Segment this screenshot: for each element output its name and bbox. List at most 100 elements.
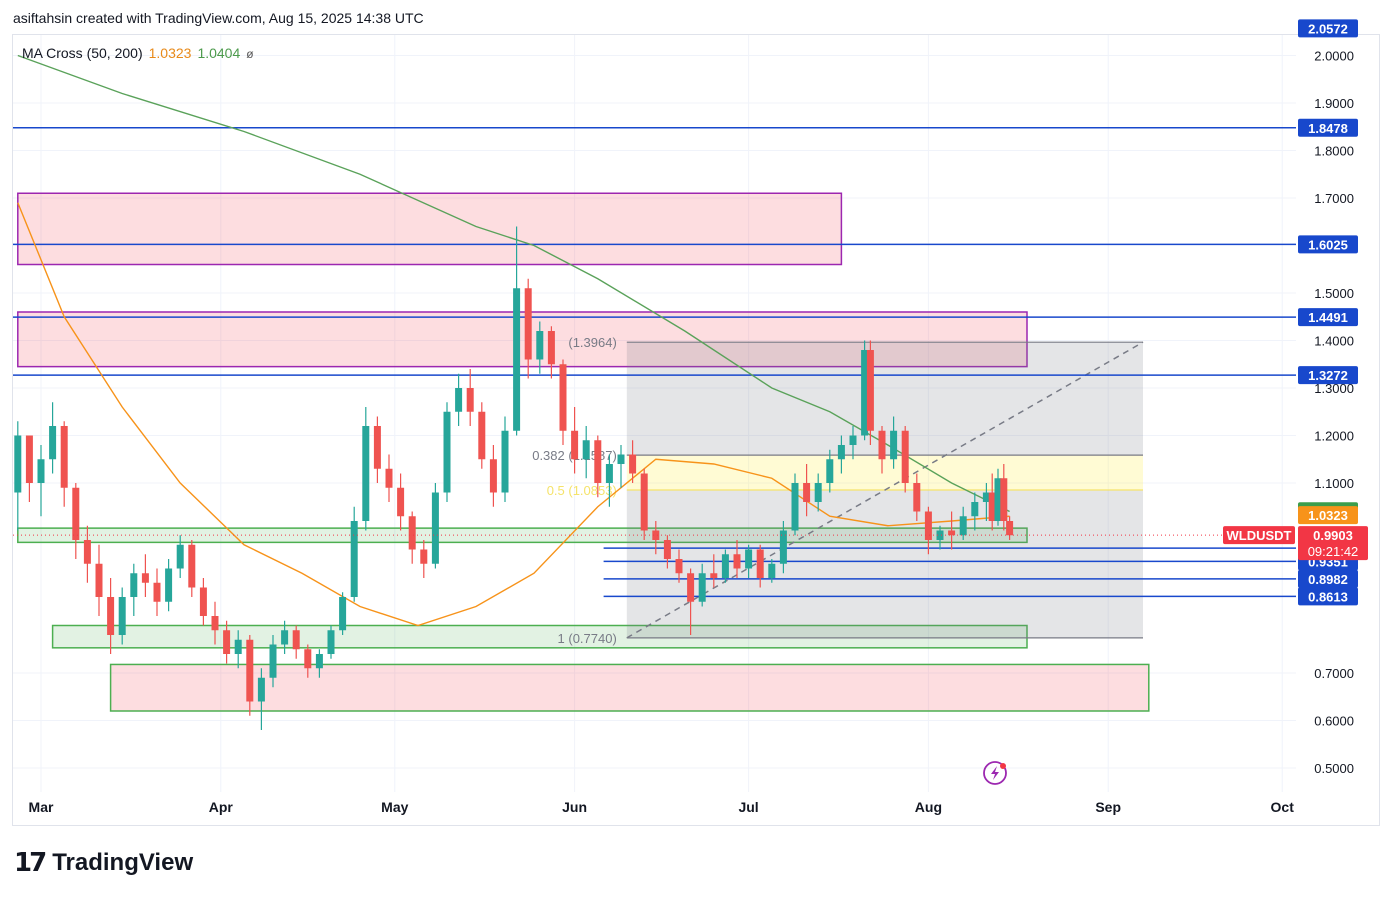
candles bbox=[14, 226, 1014, 730]
candle-body bbox=[971, 502, 979, 517]
fib-trend-line bbox=[626, 341, 1144, 639]
candle-body bbox=[153, 582, 161, 602]
candle-body bbox=[988, 492, 996, 521]
candle-body bbox=[49, 426, 57, 460]
indicator-label: MA Cross (50, 200) bbox=[22, 45, 143, 61]
candle-body bbox=[37, 459, 45, 483]
candle-body bbox=[199, 587, 207, 616]
candle-body bbox=[629, 454, 637, 474]
price-tick-label: 2.0000 bbox=[1314, 49, 1354, 64]
candle-body bbox=[165, 568, 173, 602]
candle-body bbox=[188, 544, 196, 588]
axis-badges: 1.84781.60251.44911.32720.96300.93510.89… bbox=[13, 19, 1368, 606]
fib-label-1: 1 (0.7740) bbox=[558, 631, 617, 646]
candle-body bbox=[959, 516, 967, 536]
last-price-badge-bg bbox=[1298, 526, 1368, 561]
candle-body bbox=[733, 554, 741, 569]
candle-body bbox=[141, 573, 149, 583]
fibonacci-retracement: (1.3964)0.382 (1.1587)0.5 (1.0853)1 (0.7… bbox=[532, 335, 1144, 646]
time-tick-label: Jul bbox=[738, 799, 758, 815]
moving-averages bbox=[17, 54, 1010, 627]
time-tick-label: Apr bbox=[209, 799, 234, 815]
candle-body bbox=[501, 430, 509, 493]
price-axis: 0.5000 0.6000 0.7000 1.1000 1.2000 1.3000 1.40… bbox=[1314, 49, 1354, 777]
candle-body bbox=[536, 331, 544, 360]
candle-body bbox=[936, 530, 944, 540]
logo-wordmark: TradingView bbox=[52, 849, 194, 876]
grid bbox=[13, 35, 1296, 792]
level-badge: 0.8982 bbox=[1308, 572, 1348, 587]
price-tick-label: 1.8000 bbox=[1314, 144, 1354, 159]
candle-body bbox=[901, 430, 909, 483]
candle-body bbox=[698, 573, 706, 602]
time-tick-label: Oct bbox=[1271, 799, 1295, 815]
chart-frame bbox=[12, 34, 1380, 826]
ma50-badge: 1.0323 bbox=[1308, 508, 1348, 523]
candle-body bbox=[803, 483, 811, 502]
candle-body bbox=[721, 554, 729, 578]
max-price-badge: 2.0572 bbox=[1308, 21, 1348, 36]
candle-body bbox=[25, 435, 33, 483]
ma50-badge-bg bbox=[1298, 506, 1358, 525]
tradingview-logo[interactable]: 17 TradingView bbox=[14, 848, 193, 878]
candle-body bbox=[304, 649, 312, 669]
indicator-legend[interactable]: MA Cross (50, 200) 1.0323 1.0404 ø bbox=[22, 45, 254, 61]
replay-icon[interactable] bbox=[983, 761, 1007, 785]
level-badge: 1.8478 bbox=[1308, 121, 1348, 136]
candle-body bbox=[130, 573, 138, 597]
candle-body bbox=[281, 630, 289, 645]
time-tick-label: May bbox=[381, 799, 408, 815]
chart-byline: asiftahsin created with TradingView.com,… bbox=[13, 10, 424, 26]
candle-body bbox=[257, 677, 265, 702]
candle-body bbox=[397, 487, 405, 517]
candle-body bbox=[594, 440, 602, 483]
candle-body bbox=[269, 644, 277, 678]
candle-body bbox=[513, 288, 521, 431]
price-tick-label: 1.2000 bbox=[1314, 429, 1354, 444]
level-badge-bg bbox=[1298, 235, 1358, 254]
price-tick-label: 0.5000 bbox=[1314, 761, 1354, 776]
level-badge-bg bbox=[1298, 308, 1358, 327]
last-price-badge: 0.9903 bbox=[1313, 528, 1353, 543]
visibility-icon[interactable]: ø bbox=[246, 47, 254, 61]
bar-countdown: 09:21:42 bbox=[1308, 544, 1359, 559]
candle-body bbox=[826, 459, 834, 483]
level-badge: 0.8613 bbox=[1308, 589, 1348, 604]
time-tick-label: Jun bbox=[562, 799, 587, 815]
candle-body bbox=[1006, 521, 1014, 536]
level-badge: 1.3272 bbox=[1308, 368, 1348, 383]
candle-body bbox=[246, 639, 254, 702]
time-tick-label: Aug bbox=[915, 799, 942, 815]
candle-body bbox=[768, 563, 776, 578]
level-badge-bg bbox=[1298, 118, 1358, 137]
candle-body bbox=[455, 388, 463, 412]
candle-body bbox=[292, 630, 300, 650]
candle-body bbox=[83, 540, 91, 564]
candle-body bbox=[791, 483, 799, 531]
candle-body bbox=[72, 487, 80, 540]
candle-body bbox=[211, 616, 219, 631]
ma50-value: 1.0323 bbox=[148, 45, 192, 61]
time-axis: Mar Apr May Jun Jul Aug Sep Oct bbox=[29, 799, 1295, 815]
candle-body bbox=[687, 573, 695, 602]
price-tick-label: 0.6000 bbox=[1314, 714, 1354, 729]
price-tick-label: 1.5000 bbox=[1314, 286, 1354, 301]
candle-body bbox=[571, 430, 579, 460]
candle-body bbox=[814, 483, 822, 502]
candle-body bbox=[837, 445, 845, 460]
price-tick-label: 1.3000 bbox=[1314, 381, 1354, 396]
candle-body bbox=[118, 597, 126, 635]
candle-body bbox=[663, 540, 671, 559]
candle-body bbox=[234, 639, 242, 654]
symbol-badge-bg bbox=[1223, 526, 1295, 545]
candle-body bbox=[675, 559, 683, 574]
candle-body bbox=[547, 331, 555, 365]
price-tick-label: 0.7000 bbox=[1314, 666, 1354, 681]
price-tick-label: 1.9000 bbox=[1314, 96, 1354, 111]
resistance-zone bbox=[17, 311, 1028, 368]
candle-body bbox=[617, 454, 625, 464]
candle-body bbox=[582, 440, 590, 460]
candle-body bbox=[107, 597, 115, 635]
candle-body bbox=[14, 435, 22, 493]
